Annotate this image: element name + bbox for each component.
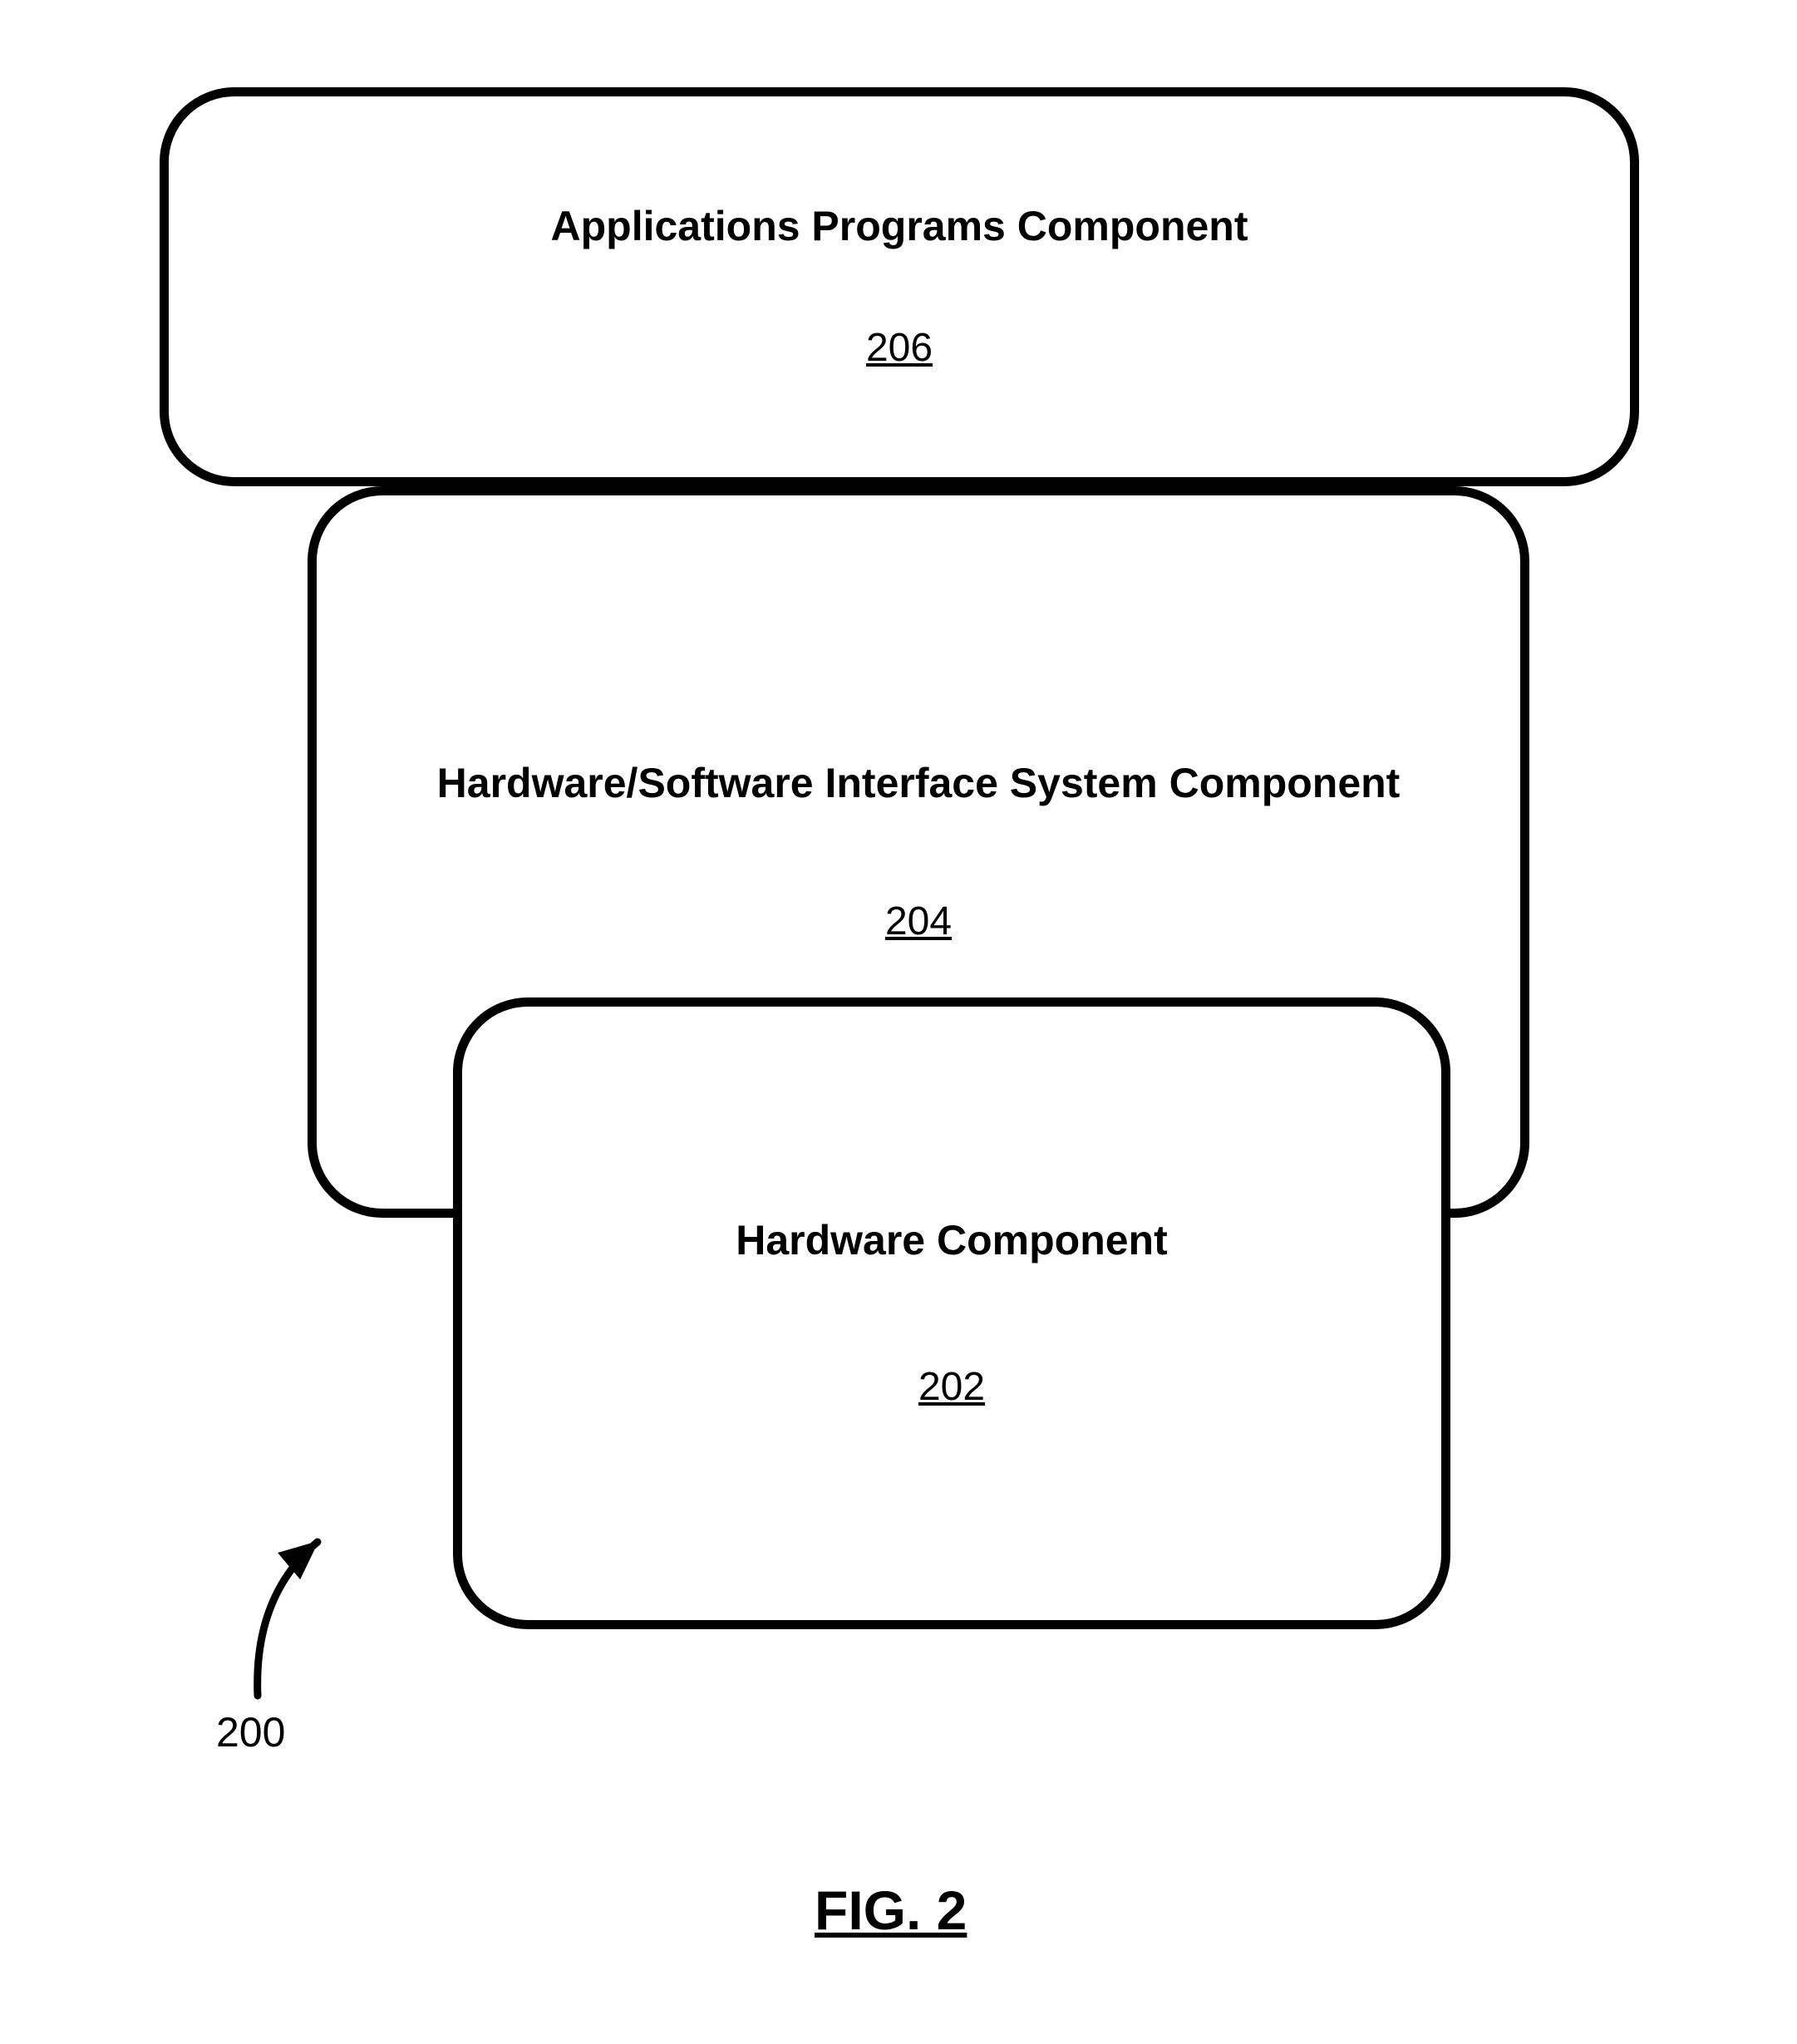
- system-ref-arrow: [0, 0, 1797, 2044]
- arrow-head: [278, 1541, 318, 1579]
- diagram-canvas: Applications Programs Component 206 Hard…: [0, 0, 1797, 2044]
- arrow-path: [258, 1542, 318, 1696]
